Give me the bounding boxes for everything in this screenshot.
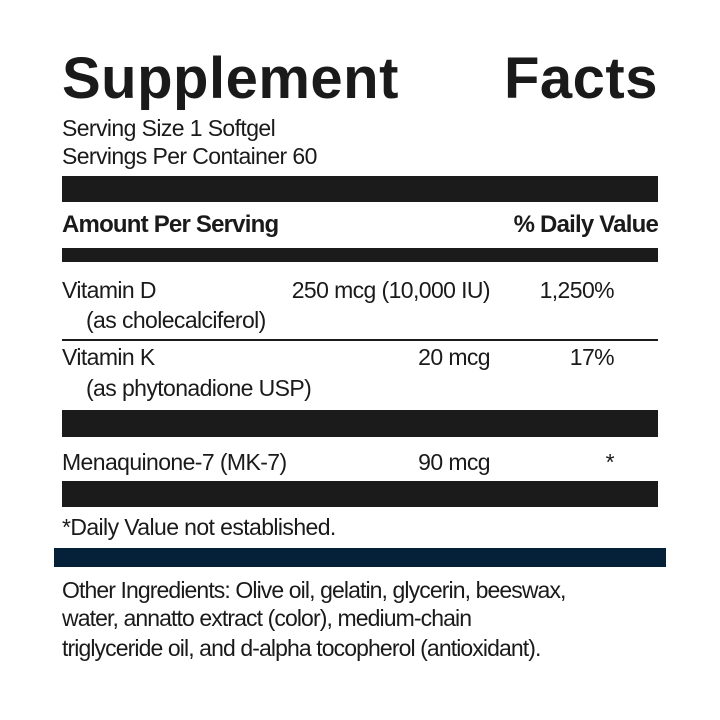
accent-rule xyxy=(54,548,666,567)
thin-rule xyxy=(62,339,658,341)
page-title: Supplement Facts xyxy=(62,48,658,110)
mk7-name: Menaquinone-7 (MK-7) xyxy=(62,449,287,475)
other-ingredients-line-2: water, annatto extract (color), medium-c… xyxy=(62,605,472,631)
other-ingredients-line-1: Other Ingredients: Olive oil, gelatin, g… xyxy=(62,577,566,603)
other-ingredients-line-3: triglyceride oil, and d-alpha tocopherol… xyxy=(62,635,541,661)
mk7-dv: * xyxy=(605,449,615,475)
vitamin-k-dv: 17% xyxy=(569,344,615,370)
vitamin-k-source: (as phytonadione USP) xyxy=(86,375,312,401)
thick-rule xyxy=(62,410,658,437)
serving-size: Serving Size 1 Softgel xyxy=(62,115,276,141)
rule xyxy=(62,248,658,262)
title-word-facts: Facts xyxy=(503,46,658,111)
daily-value-header: % Daily Value xyxy=(513,211,659,238)
vitamin-d-source: (as cholecalciferol) xyxy=(86,307,266,333)
amount-per-serving-header: Amount Per Serving xyxy=(62,211,279,238)
mk7-amount: 90 mcg xyxy=(418,449,490,475)
title-word-supplement: Supplement xyxy=(62,46,399,111)
thick-rule xyxy=(62,481,658,507)
vitamin-d-amount: 250 mcg (10,000 IU) xyxy=(291,277,491,303)
thick-rule xyxy=(62,176,658,202)
vitamin-k-name: Vitamin K xyxy=(62,344,155,370)
vitamin-k-amount: 20 mcg xyxy=(418,344,490,370)
servings-per-container: Servings Per Container 60 xyxy=(62,143,317,169)
footnote: *Daily Value not established. xyxy=(62,514,336,540)
vitamin-d-dv: 1,250% xyxy=(539,277,615,303)
vitamin-d-name: Vitamin D xyxy=(62,277,156,303)
